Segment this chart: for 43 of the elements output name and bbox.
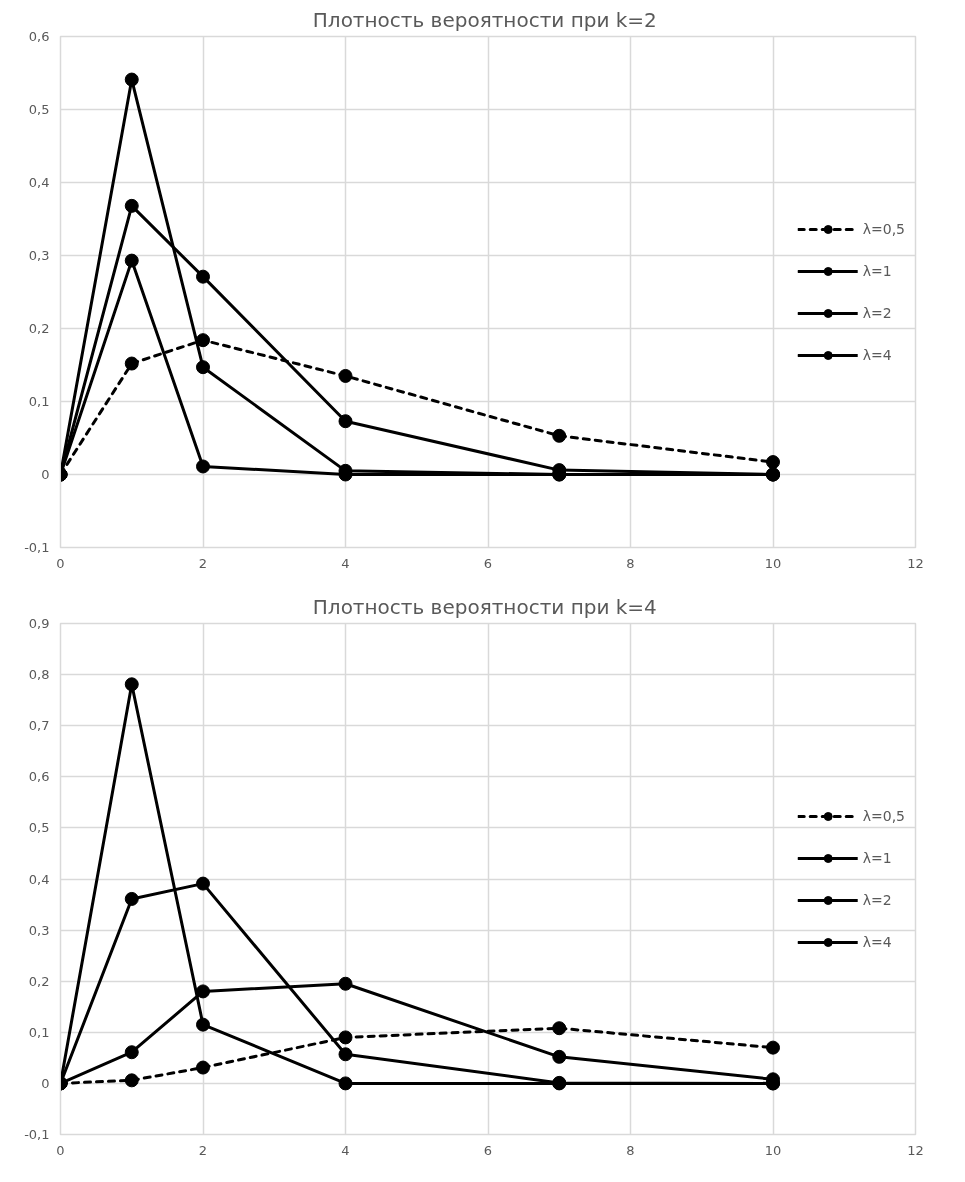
chart-title: Плотность вероятности при k=4 — [312, 594, 657, 619]
y-tick-label: 0,4 — [28, 871, 50, 887]
legend-label: λ=0,5 — [862, 807, 905, 824]
x-tick-label: 0 — [56, 555, 65, 571]
x-tick-label: 12 — [907, 1142, 924, 1158]
y-tick-label: -0,1 — [24, 1127, 50, 1142]
x-tick-label: 10 — [764, 1142, 782, 1158]
x-tick-label: 4 — [341, 1142, 350, 1158]
y-tick-label: 0,5 — [28, 820, 50, 836]
y-tick-label: 0 — [41, 467, 50, 482]
legend-label: λ=4 — [862, 933, 892, 950]
y-tick-label: 0,3 — [28, 922, 50, 938]
y-tick-label: 0,5 — [28, 102, 50, 117]
y-tick-label: 0 — [41, 1075, 50, 1091]
y-tick-label: 0,3 — [28, 248, 50, 263]
x-tick-label: 0 — [56, 1142, 65, 1158]
y-tick-label: 0,2 — [28, 321, 50, 336]
y-tick-label: 0,1 — [28, 1024, 50, 1040]
x-tick-label: 6 — [483, 555, 493, 571]
x-tick-label: 6 — [483, 1142, 493, 1158]
legend-label: λ=2 — [862, 304, 892, 321]
x-tick-label: 8 — [626, 1142, 635, 1158]
y-tick-label: -0,1 — [24, 540, 50, 555]
x-tick-label: 2 — [198, 1142, 208, 1158]
legend-label: λ=1 — [862, 262, 892, 279]
legend-label: λ=1 — [862, 849, 892, 866]
x-tick-label: 4 — [341, 555, 350, 571]
y-tick-label: 0,6 — [28, 29, 50, 44]
legend-label: λ=0,5 — [862, 220, 905, 237]
legend-label: λ=2 — [862, 891, 892, 908]
x-tick-label: 2 — [198, 555, 208, 571]
x-tick-label: 10 — [764, 555, 782, 571]
x-tick-label: 8 — [626, 555, 635, 571]
chart-title: Плотность вероятности при k=2 — [312, 7, 657, 32]
y-tick-label: 0,1 — [28, 394, 50, 409]
y-tick-label: 0,8 — [28, 667, 50, 683]
y-tick-label: 0,2 — [28, 973, 50, 989]
legend-label: λ=4 — [862, 346, 892, 363]
y-tick-label: 0,6 — [28, 769, 50, 785]
y-tick-label: 0,7 — [28, 718, 50, 734]
y-tick-label: 0,4 — [28, 175, 50, 190]
y-tick-label: 0,9 — [28, 616, 50, 631]
x-tick-label: 12 — [907, 555, 924, 571]
